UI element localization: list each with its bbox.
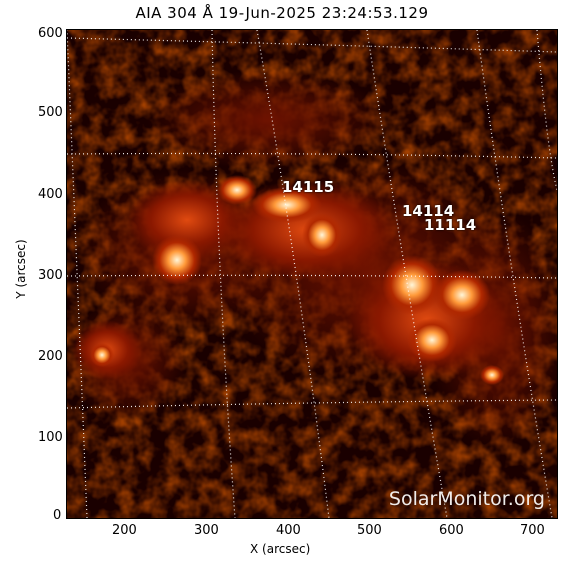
y-tick-label: 0 [53, 508, 62, 523]
x-tick-label: 600 [439, 523, 464, 538]
x-axis-title: X (arcsec) [250, 542, 311, 556]
y-tick-label: 300 [38, 268, 63, 283]
watermark: SolarMonitor.org [388, 488, 545, 510]
x-tick-label: 500 [357, 523, 382, 538]
solar-emission-map [67, 30, 557, 518]
plot-title: AIA 304 Å 19-Jun-2025 23:24:53.129 [135, 4, 429, 22]
y-tick-label: 600 [38, 26, 63, 41]
y-tick-label: 200 [38, 349, 63, 364]
y-axis-title: Y (arcsec) [14, 239, 28, 299]
y-tick-label: 100 [38, 430, 63, 445]
region-label-14115: 14115 [282, 178, 335, 196]
y-tick-label: 400 [38, 187, 63, 202]
x-tick-label: 700 [520, 523, 545, 538]
region-label-11114: 11114 [424, 216, 477, 234]
x-tick-label: 200 [112, 523, 137, 538]
y-tick-label: 500 [38, 105, 63, 120]
x-tick-label: 300 [194, 523, 219, 538]
active-region-emission [72, 175, 507, 385]
coordinate-grid [67, 30, 557, 518]
region-label-14114: 14114 [402, 202, 455, 220]
solar-image: 14115 14114 11114 SolarMonitor.org [66, 29, 558, 519]
x-tick-label: 400 [276, 523, 301, 538]
